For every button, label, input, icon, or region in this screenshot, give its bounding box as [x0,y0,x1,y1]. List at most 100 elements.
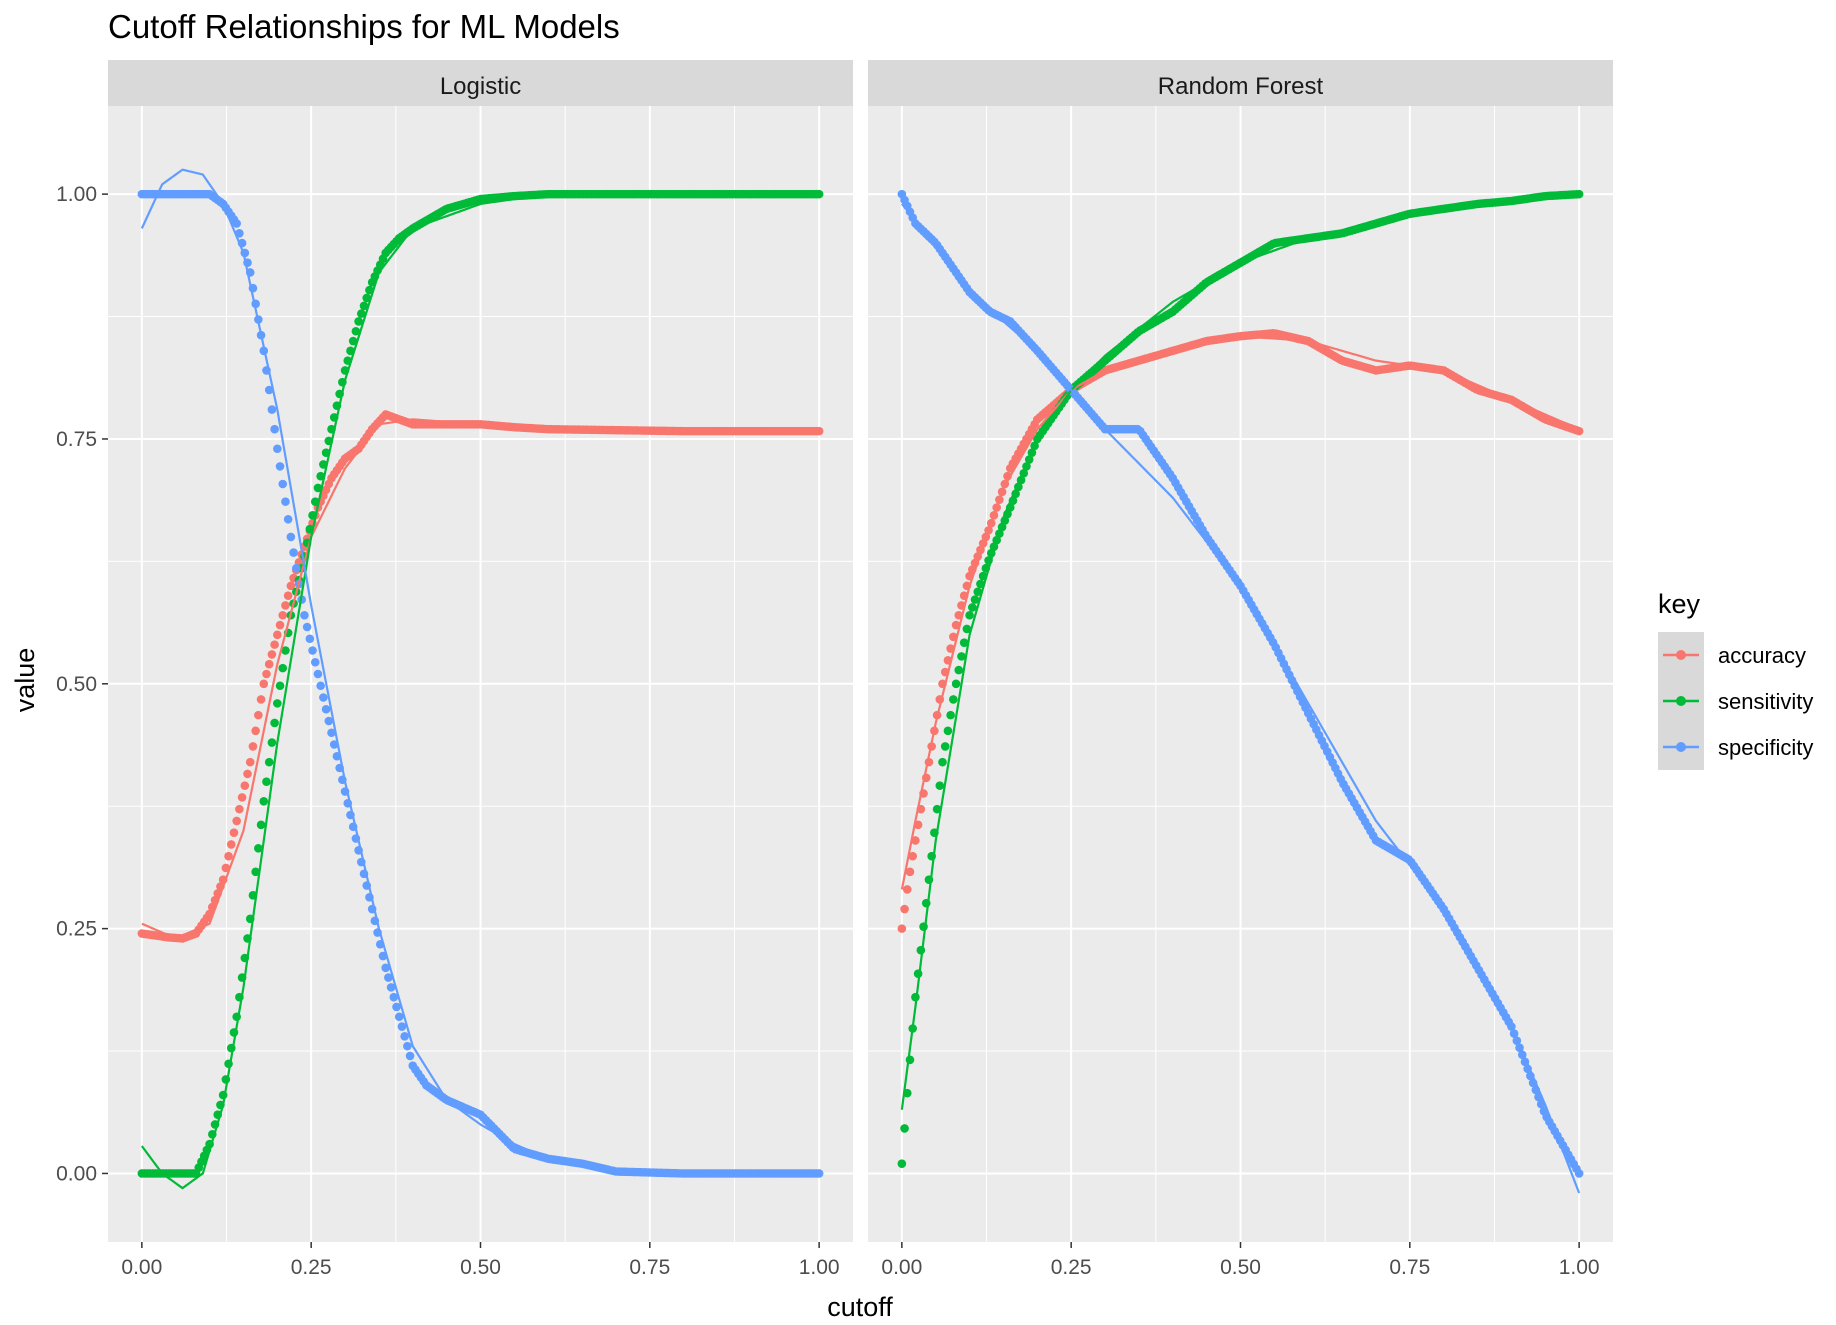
data-point-sensitivity [281,646,290,655]
legend-title: key [1658,589,1701,619]
data-point-sensitivity [970,595,980,604]
data-point-sensitivity [943,726,953,736]
data-point-specificity [291,563,301,573]
data-point-specificity [327,728,336,738]
data-point-specificity [319,693,328,702]
data-point-accuracy [278,610,288,620]
y-tick-label: 0.50 [56,673,97,696]
data-point-accuracy [905,867,915,877]
legend-label: sensitivity [1718,689,1813,714]
data-point-specificity [321,704,331,714]
data-point-sensitivity [973,587,983,597]
data-point-sensitivity [968,603,977,612]
data-point-specificity [400,1032,409,1041]
data-point-sensitivity [267,738,277,747]
data-point-specificity [397,1022,407,1031]
data-point-specificity [313,669,323,679]
data-point-accuracy [240,781,250,790]
data-point-sensitivity [900,1124,909,1133]
data-point-sensitivity [916,945,926,955]
data-point-specificity [310,657,320,667]
data-point-accuracy [897,924,907,933]
data-point-accuracy [264,659,274,669]
data-point-sensitivity [935,781,945,790]
data-point-accuracy [262,669,271,679]
data-point-specificity [329,740,339,749]
data-point-specificity [289,548,298,557]
data-point-specificity [384,973,393,982]
data-point-specificity [1574,1169,1584,1178]
data-point-sensitivity [348,336,358,346]
legend-item-specificity: specificity [1658,724,1813,770]
data-point-specificity [270,424,279,434]
x-tick-label: 0.75 [629,1256,670,1279]
data-point-sensitivity [959,638,969,647]
data-point-sensitivity [940,742,950,751]
data-point-sensitivity [949,695,958,704]
y-tick-label: 0.25 [56,918,97,941]
data-point-specificity [394,1012,404,1022]
smooth-line-specificity [140,168,820,1175]
x-tick-label: 1.00 [799,1256,840,1279]
data-point-specificity [308,646,317,655]
smooth-line-sensitivity [900,193,1580,1110]
data-point-accuracy [248,742,258,751]
data-point-specificity [381,963,390,973]
data-point-sensitivity [259,797,269,806]
data-point-sensitivity [275,681,285,691]
data-point-sensitivity [965,610,974,620]
data-point-accuracy [281,601,290,610]
legend-key-point [1676,650,1686,660]
data-point-sensitivity [256,820,266,830]
facet-strip [868,60,1613,106]
data-point-sensitivity [278,663,288,673]
data-point-accuracy [275,620,285,630]
data-point-accuracy [267,650,277,659]
data-point-accuracy [283,591,293,600]
data-point-accuracy [259,679,269,689]
smooth-line-sensitivity [140,193,820,1190]
data-point-sensitivity [946,710,955,720]
smooth-line-accuracy [900,335,1580,890]
legend-label: accuracy [1718,643,1806,668]
data-point-specificity [275,462,285,471]
data-point-accuracy [908,851,917,861]
y-tick-label: 0.00 [56,1162,97,1185]
data-point-sensitivity [954,665,964,675]
data-point-accuracy [902,885,912,894]
data-point-sensitivity [351,326,361,336]
data-point-sensitivity [251,867,260,877]
facet-strip-label: Logistic [440,73,521,100]
y-axis-title: value [10,648,40,713]
panels-layer: Logistic 0.00 0.25 0.50 0.75 1.00 0.00 0.25 0.50… [56,60,1613,1279]
data-point-sensitivity [262,777,271,787]
legend-key-point [1676,696,1686,706]
series-sensitivity [137,189,824,1178]
data-point-sensitivity [254,844,263,853]
data-point-specificity [305,634,315,644]
x-tick-label: 0.50 [460,1256,501,1279]
facet-strip [108,60,853,106]
data-point-specificity [403,1041,412,1051]
data-point-sensitivity [938,757,947,767]
data-point-accuracy [232,816,241,826]
x-tick-label: 0.75 [1389,1256,1430,1279]
data-point-accuracy [286,581,296,591]
data-point-accuracy [237,793,247,802]
data-point-specificity [300,610,309,620]
data-point-specificity [267,405,277,414]
x-tick-label: 1.00 [1559,1256,1600,1279]
data-point-accuracy [900,904,909,914]
legend: key accuracy sensitivity specificity [1658,589,1813,770]
data-point-accuracy [224,851,233,861]
y-tick-label: 1.00 [56,183,97,206]
data-point-sensitivity [359,301,369,311]
data-point-sensitivity [357,309,366,318]
data-point-sensitivity [962,624,972,634]
data-point-specificity [283,514,293,524]
data-point-accuracy [254,710,263,720]
data-point-sensitivity [264,757,274,767]
data-point-specificity [281,497,290,506]
